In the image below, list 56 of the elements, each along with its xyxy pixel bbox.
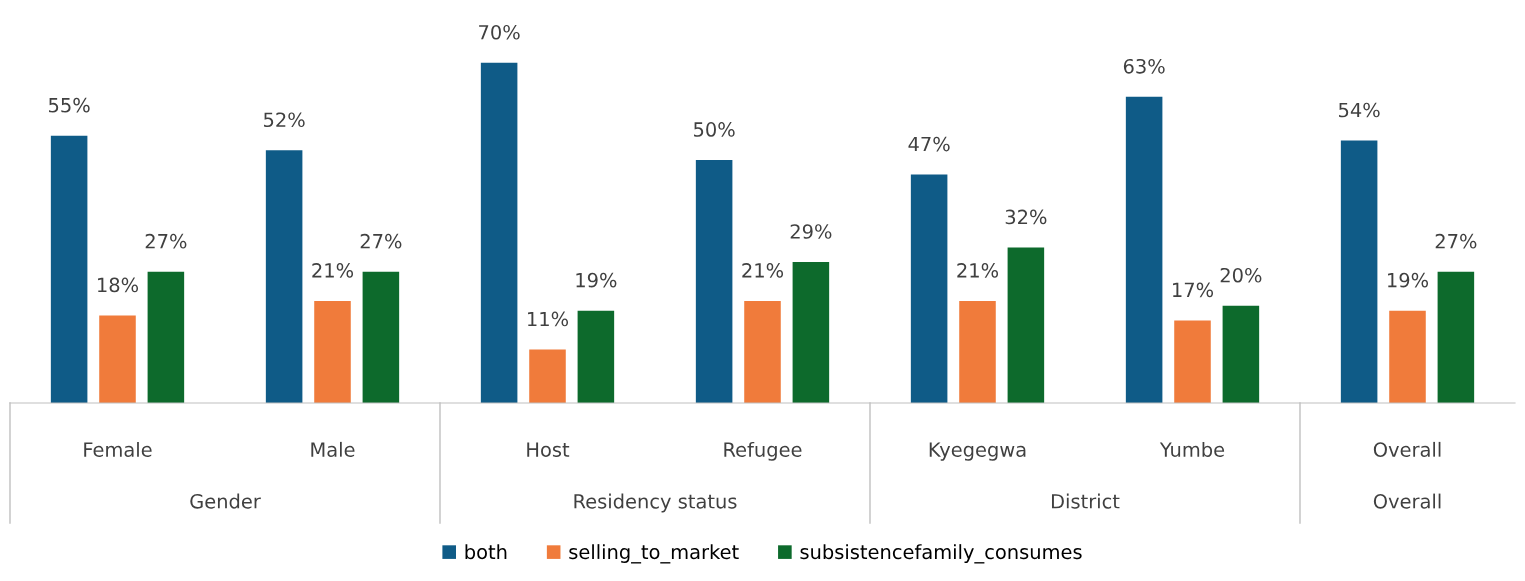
data-label: 11% <box>528 311 569 327</box>
legend-label: selling_to_market <box>569 544 739 564</box>
data-label: 70% <box>479 24 520 40</box>
x-tick-label: Male <box>311 441 355 457</box>
text: Residency status <box>574 493 737 513</box>
bar <box>1174 320 1211 403</box>
bar <box>1007 247 1045 403</box>
bar <box>1437 271 1475 403</box>
bar <box>910 174 948 403</box>
bar <box>265 150 303 403</box>
data-label: 21% <box>742 263 784 278</box>
legend-label: both <box>465 544 507 560</box>
data-label: 27% <box>1435 233 1477 249</box>
bar <box>695 160 733 403</box>
x-tick-label: Yumbe <box>1159 441 1225 457</box>
bar <box>529 349 566 403</box>
bar <box>1125 96 1163 403</box>
legend-label: subsistencefamily_consumes <box>800 544 1082 564</box>
x-tick-label: Host <box>527 442 570 457</box>
data-label: 63% <box>1123 58 1165 74</box>
text: Overall <box>1373 493 1441 509</box>
data-label: 32% <box>1005 209 1047 225</box>
bar <box>50 135 88 403</box>
data-label: 18% <box>98 277 139 293</box>
bar <box>959 300 996 403</box>
x-tick-label: Female <box>84 441 152 457</box>
bar <box>1222 305 1260 403</box>
data-label: 21% <box>957 263 999 278</box>
text: District <box>1051 493 1120 509</box>
data-label: 52% <box>264 112 305 128</box>
data-label: 54% <box>1339 102 1380 118</box>
x-tick-label: Overall <box>1373 441 1441 457</box>
bar <box>362 271 400 403</box>
data-label: 19% <box>1388 272 1429 288</box>
data-label: 21% <box>312 263 354 278</box>
data-label: 27% <box>360 233 402 249</box>
data-label: 50% <box>694 122 735 137</box>
bar <box>1340 140 1378 403</box>
bar <box>792 262 830 403</box>
bar <box>314 300 351 403</box>
data-label: 17% <box>1173 282 1214 298</box>
x-tick-label: Refugee <box>724 441 802 461</box>
bar <box>744 300 781 403</box>
bar <box>480 62 518 403</box>
data-label: 29% <box>790 224 832 239</box>
bar <box>99 315 136 403</box>
x-tick-label: Kyegegwa <box>929 442 1026 461</box>
bar <box>1389 310 1426 403</box>
data-label: 20% <box>1220 267 1262 283</box>
data-label: 27% <box>145 233 187 249</box>
text: Gender <box>190 493 261 509</box>
bar <box>147 271 185 403</box>
bar <box>577 310 615 403</box>
data-label: 19% <box>576 272 617 288</box>
data-label: 55% <box>49 97 90 113</box>
data-label: 47% <box>908 136 950 152</box>
